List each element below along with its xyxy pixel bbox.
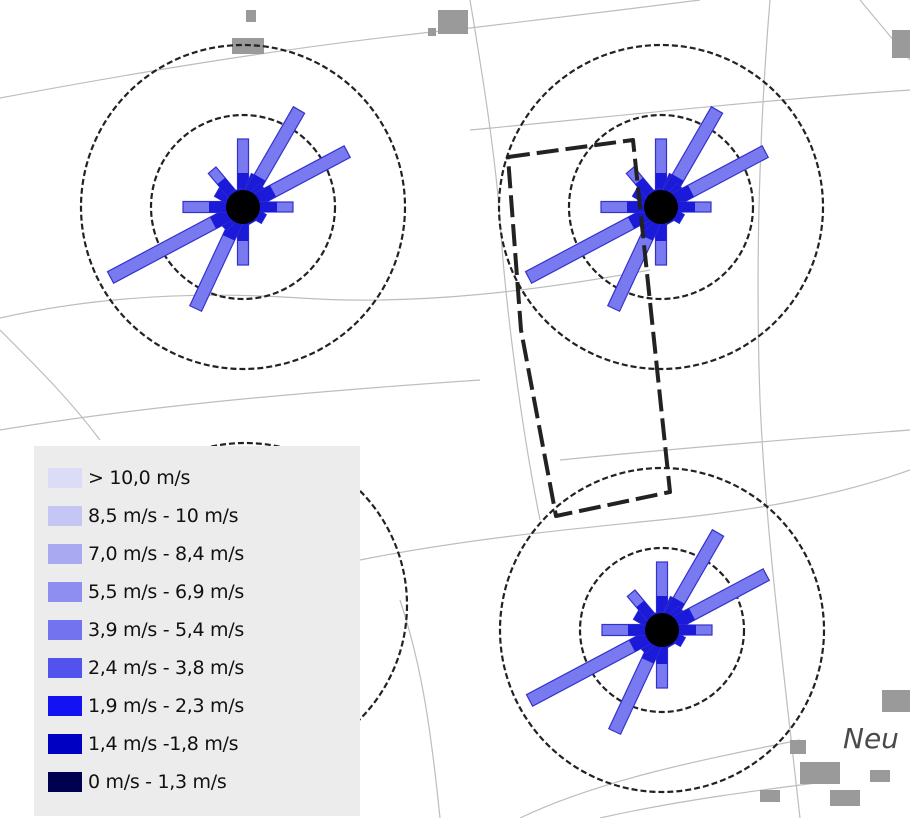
legend-swatch bbox=[48, 582, 82, 602]
legend-swatch bbox=[48, 734, 82, 754]
legend-item: 8,5 m/s - 10 m/s bbox=[48, 504, 239, 528]
legend-label: 5,5 m/s - 6,9 m/s bbox=[88, 581, 244, 603]
place-name-label: Neu bbox=[843, 722, 899, 755]
legend-label: 0 m/s - 1,3 m/s bbox=[88, 771, 227, 793]
turbine-site-2 bbox=[497, 43, 825, 371]
legend-swatch bbox=[48, 620, 82, 640]
legend-item: 1,4 m/s -1,8 m/s bbox=[48, 732, 239, 756]
legend-item: 3,9 m/s - 5,4 m/s bbox=[48, 618, 244, 642]
legend-swatch bbox=[48, 544, 82, 564]
legend-label: 1,9 m/s - 2,3 m/s bbox=[88, 695, 244, 717]
legend-item: 7,0 m/s - 8,4 m/s bbox=[48, 542, 244, 566]
legend-label: 7,0 m/s - 8,4 m/s bbox=[88, 543, 244, 565]
legend-label: 3,9 m/s - 5,4 m/s bbox=[88, 619, 244, 641]
dashed-boundary bbox=[506, 138, 672, 518]
legend-item: 2,4 m/s - 3,8 m/s bbox=[48, 656, 244, 680]
legend-item: > 10,0 m/s bbox=[48, 466, 190, 490]
legend-item: 1,9 m/s - 2,3 m/s bbox=[48, 694, 244, 718]
legend-item: 0 m/s - 1,3 m/s bbox=[48, 770, 227, 794]
buildings bbox=[232, 10, 910, 806]
legend-swatch bbox=[48, 506, 82, 526]
legend-label: 8,5 m/s - 10 m/s bbox=[88, 505, 239, 527]
legend-label: 1,4 m/s -1,8 m/s bbox=[88, 733, 239, 755]
legend-label: 2,4 m/s - 3,8 m/s bbox=[88, 657, 244, 679]
turbine-site-3 bbox=[498, 466, 826, 794]
legend-swatch bbox=[48, 696, 82, 716]
legend-item: 5,5 m/s - 6,9 m/s bbox=[48, 580, 244, 604]
legend: > 10,0 m/s 8,5 m/s - 10 m/s 7,0 m/s - 8,… bbox=[34, 446, 360, 816]
turbine-site-1 bbox=[79, 43, 407, 371]
legend-swatch bbox=[48, 658, 82, 678]
legend-swatch bbox=[48, 468, 82, 488]
legend-swatch bbox=[48, 772, 82, 792]
legend-label: > 10,0 m/s bbox=[88, 467, 191, 489]
